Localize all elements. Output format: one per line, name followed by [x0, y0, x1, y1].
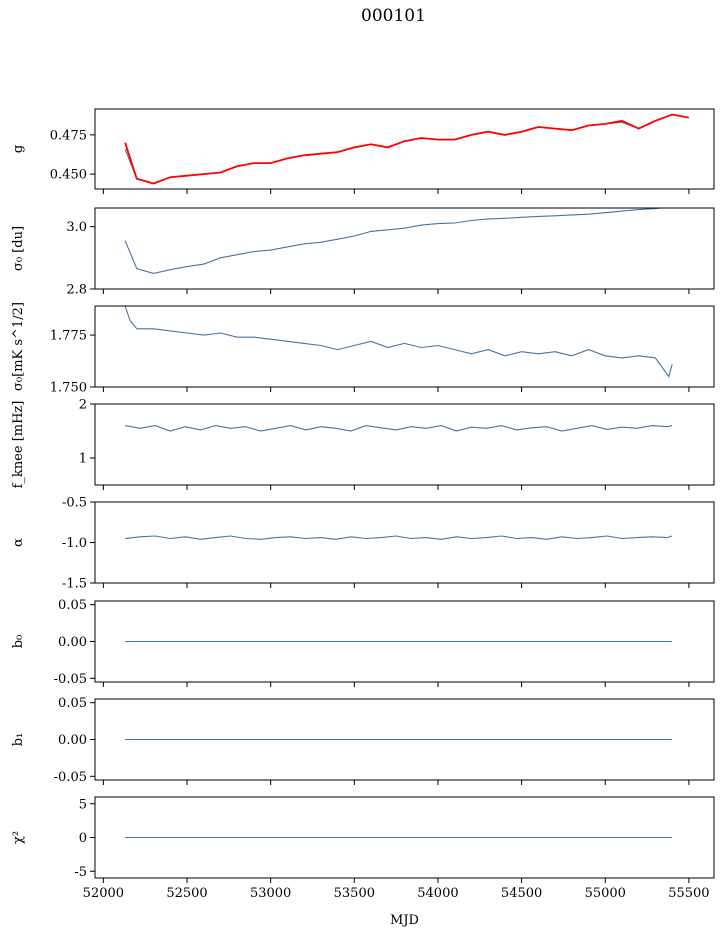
x-tick-label: 53500 [334, 886, 375, 901]
axes-frame [94, 403, 715, 486]
series-line [125, 535, 673, 540]
y-tick-label: 1.750 [50, 381, 87, 396]
y-tick-label: 0.00 [58, 733, 87, 748]
x-tick-label: 53000 [250, 886, 291, 901]
y-tick-label: 0.05 [58, 598, 87, 613]
axes-frame [94, 501, 715, 584]
x-tick-label: 52500 [166, 886, 207, 901]
y-tick-label: -0.05 [54, 672, 87, 687]
y-axis-label: b₁ [11, 733, 26, 747]
y-tick-label: -1.0 [62, 536, 87, 551]
x-tick-label: 54500 [501, 886, 542, 901]
y-axis-label: χ² [11, 831, 26, 844]
y-tick-label: -5 [74, 865, 87, 880]
x-tick-label: 55500 [668, 886, 709, 901]
y-tick-label: -0.05 [54, 770, 87, 785]
y-tick-label: 1.775 [50, 329, 87, 344]
panel-8: 52000 52500 53000 53500 54000 54500 55000 55500… [11, 796, 715, 901]
y-tick-label: -0.5 [62, 496, 87, 511]
axes-frame [94, 305, 715, 388]
panel-6: -0.05 0.00 0.05 b₀ [11, 598, 715, 687]
y-tick-label: 3.0 [66, 220, 87, 235]
series-line [124, 306, 673, 378]
y-axis-label: α [11, 538, 26, 547]
x-tick-label: 52000 [83, 886, 124, 901]
y-axis-label: g [11, 145, 26, 153]
panel-4: 1 2 f_knee [mHz] [11, 398, 715, 490]
y-tick-label: 0.05 [58, 696, 87, 711]
series-line [125, 425, 673, 432]
y-axis-label: σ₀[mK s^1/2] [11, 302, 26, 391]
y-tick-label: 5 [79, 797, 87, 812]
panel-3: 1.750 1.775 σ₀[mK s^1/2] [11, 302, 715, 396]
y-tick-label: 2.8 [66, 283, 87, 298]
y-axis-label: σ₀ [du] [11, 226, 26, 271]
axes-frame [94, 108, 715, 190]
y-tick-label: -1.5 [62, 577, 87, 592]
y-tick-label: 0.00 [58, 635, 87, 650]
x-axis-label: MJD [390, 913, 419, 928]
y-tick-label: 0.450 [50, 168, 87, 183]
x-tick-label: 55000 [585, 886, 626, 901]
panel-1: 0.450 0.475 g [11, 108, 715, 194]
panel-2: 2.8 3.0 σ₀ [du] [11, 207, 715, 298]
axes-frame [94, 207, 715, 290]
y-tick-label: 1 [79, 452, 87, 467]
y-tick-label: 0 [79, 831, 87, 846]
series-line [124, 208, 665, 274]
y-tick-label: 0.475 [50, 128, 87, 143]
figure-title: 000101 [361, 6, 426, 26]
y-axis-label: b₀ [11, 635, 26, 649]
panel-5: -1.5 -1.0 -0.5 α [11, 496, 715, 592]
series-line [124, 113, 690, 185]
y-tick-label: 2 [79, 398, 87, 413]
x-tick-label: 54000 [417, 886, 458, 901]
y-axis-label: f_knee [mHz] [11, 401, 26, 489]
panel-7: -0.05 0.00 0.05 b₁ [11, 696, 715, 785]
